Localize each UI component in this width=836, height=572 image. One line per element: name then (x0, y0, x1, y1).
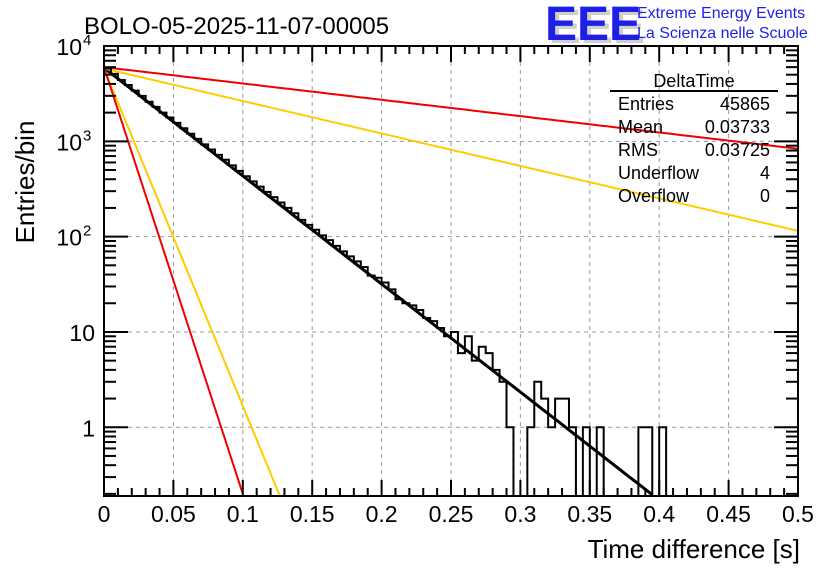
y-tick-label: 10 (56, 129, 82, 155)
x-tick-label: 0.15 (290, 501, 335, 527)
stats-value: 0 (760, 186, 770, 206)
stats-value: 0.03733 (705, 117, 770, 137)
x-tick-label: 0.3 (504, 501, 536, 527)
fit-yellow-fast (103, 68, 281, 496)
y-tick-label: 10 (69, 320, 95, 346)
stats-label: Mean (618, 117, 663, 137)
x-tick-label: 0.05 (151, 501, 196, 527)
y-tick-label: 10 (56, 34, 82, 60)
logo-mark: EEE (545, 0, 641, 51)
stats-label: Entries (618, 94, 674, 114)
x-tick-label: 0.45 (706, 501, 751, 527)
grid (104, 46, 798, 496)
x-tick-label: 0 (98, 501, 111, 527)
x-tick-label: 0.25 (429, 501, 474, 527)
stats-label: Overflow (618, 186, 690, 206)
y-tick-label: 10 (56, 225, 82, 251)
x-axis-label: Time difference [s] (588, 534, 800, 564)
x-tick-label: 0.2 (366, 501, 398, 527)
x-tick-label: 0.35 (567, 501, 612, 527)
stats-title: DeltaTime (653, 71, 734, 91)
x-tick-labels: 0 0.05 0.1 0.15 0.2 0.25 0.3 0.35 0.4 0.45 0.5 (98, 501, 814, 527)
y-tick-label-exponent: 3 (83, 127, 91, 144)
chart-title: BOLO-05-2025-11-07-00005 (84, 13, 389, 40)
fit-yellow-slow (103, 67, 799, 232)
eee-logo: EEE EEE Extreme Energy Events La Scienza… (545, 0, 808, 54)
fit-red-slow (103, 66, 799, 150)
stats-label: Underflow (618, 163, 700, 183)
x-tick-label: 0.5 (782, 501, 814, 527)
x-tick-label: 0.1 (227, 501, 259, 527)
logo-mark-shadow: EEE (549, 1, 645, 54)
stats-box: DeltaTime Entries 45865 Mean 0.03733 RMS 0.03… (610, 71, 778, 206)
fit-red-fast (103, 66, 244, 494)
y-tick-label: 1 (82, 415, 95, 441)
stats-value: 0.03725 (705, 140, 770, 160)
logo-line2: La Scienza nelle Scuole (637, 25, 808, 42)
y-tick-label-exponent: 4 (83, 32, 91, 49)
y-tick-label-exponent: 2 (83, 223, 91, 240)
logo-line1: Extreme Energy Events (637, 5, 805, 22)
stats-label: RMS (618, 140, 658, 160)
x-tick-label: 0.4 (643, 501, 675, 527)
axis-ticks (103, 45, 799, 496)
stats-value: 45865 (720, 94, 770, 114)
stats-value: 4 (760, 163, 770, 183)
y-axis-label: Entries/bin (10, 121, 40, 244)
